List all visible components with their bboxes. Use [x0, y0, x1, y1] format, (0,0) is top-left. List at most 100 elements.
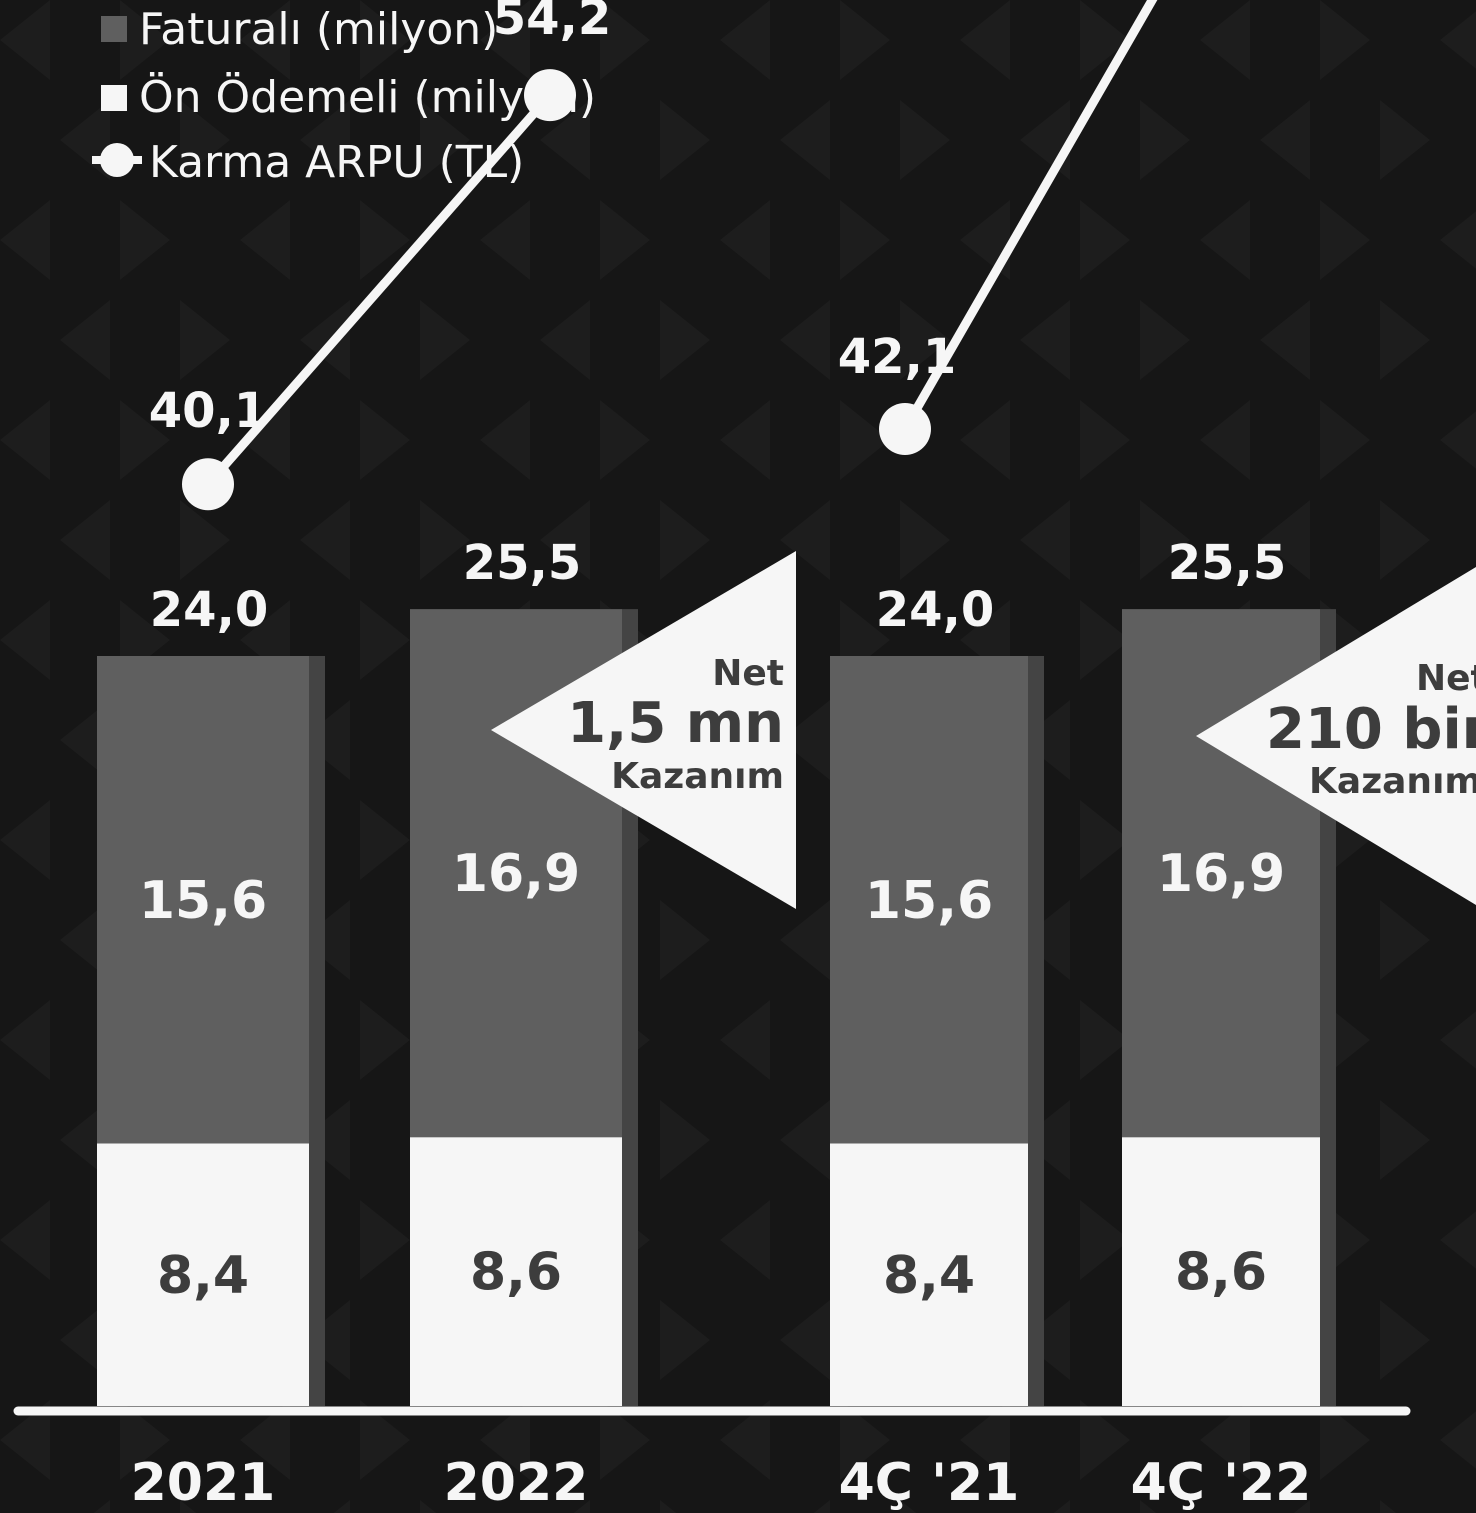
background-chevron: [120, 0, 170, 80]
background-chevron: [540, 500, 590, 580]
background-chevron: [240, 400, 290, 480]
bar-total-label: 24,0: [876, 582, 994, 638]
prepaid-value-label: 8,6: [470, 1243, 562, 1303]
background-chevron: [900, 300, 950, 380]
background-chevron: [780, 500, 830, 580]
background-chevron: [360, 1000, 410, 1080]
background-chevron: [240, 0, 290, 80]
background-chevron: [180, 100, 230, 180]
background-chevron: [1380, 500, 1430, 580]
background-chevron: [660, 500, 710, 580]
legend-arpu-marker: [100, 143, 134, 177]
background-chevron: [720, 1200, 770, 1280]
background-chevron: [1440, 1211, 1476, 1269]
background-chevron: [360, 800, 410, 880]
callout-quarter-bottom: Kazanım: [1309, 761, 1476, 802]
arpu-line: 40,154,242,164,3: [149, 0, 1158, 511]
background-chevron: [1140, 300, 1190, 380]
legend-prepaid-label: Ön Ödemeli (milyon): [139, 71, 596, 123]
legend-prepaid-swatch: [101, 85, 127, 111]
background-chevron: [720, 1000, 770, 1080]
callout-annual-top: Net: [712, 653, 784, 694]
background-chevron: [1020, 1300, 1070, 1380]
background-chevron: [1140, 100, 1190, 180]
background-chevron: [60, 300, 110, 380]
bar-prepaid: [1122, 1137, 1320, 1406]
background-chevron: [960, 1400, 1010, 1480]
background-chevron: [240, 200, 290, 280]
background-chevron: [1140, 500, 1190, 580]
background-chevron: [1320, 1400, 1370, 1480]
background-chevron: [120, 400, 170, 480]
background-chevron: [1020, 1100, 1070, 1180]
arpu-line-segment: [901, 0, 1158, 432]
background-chevron: [180, 500, 230, 580]
background-chevron: [1080, 1200, 1130, 1280]
background-chevron: [360, 400, 410, 480]
background-chevron: [540, 300, 590, 380]
background-chevron: [1080, 1000, 1130, 1080]
arpu-line-segment: [204, 92, 554, 488]
background-chevron: [1020, 300, 1070, 380]
callout-quarter-value: 210 bin: [1266, 697, 1476, 762]
callout-quarter-top: Net: [1416, 658, 1476, 699]
background-chevron: [660, 100, 710, 180]
x-tick-label: 4Ç '21: [839, 1453, 1020, 1513]
background-chevron: [600, 400, 650, 480]
background-chevron: [660, 1300, 710, 1380]
background-chevron: [300, 300, 350, 380]
arpu-point: [182, 458, 234, 511]
background-chevron: [0, 0, 50, 80]
background-chevron: [900, 100, 950, 180]
background-chevron: [1380, 900, 1430, 980]
arpu-point: [879, 403, 931, 456]
background-chevron: [420, 300, 470, 380]
background-chevron: [1200, 0, 1250, 80]
bars: 8,4 15,6 24,0 8,6 16,9 25,5 8,4 15,6 24,0 8,6 16,9…: [97, 535, 1336, 1406]
background-chevron: [1380, 300, 1430, 380]
background-chevron: [1080, 600, 1130, 680]
background-chevron: [1053, 1500, 1070, 1513]
background-chevron: [1380, 1100, 1430, 1180]
arpu-value-label: 54,2: [493, 0, 611, 46]
background-chevron: [780, 100, 830, 180]
legend-postpaid-label: Faturalı (milyon): [139, 4, 498, 55]
bar-postpaid: [830, 656, 1028, 1144]
background-chevron: [1380, 1500, 1397, 1513]
bar-prepaid: [97, 1143, 309, 1406]
background-chevron: [1293, 1500, 1310, 1513]
background-chevron: [660, 900, 710, 980]
background-chevron: [573, 1500, 590, 1513]
x-tick-label: 2021: [131, 1453, 276, 1513]
background-chevron: [1200, 1400, 1250, 1480]
x-tick-label: 4Ç '22: [1131, 1453, 1312, 1513]
background-chevron: [600, 200, 650, 280]
background-chevron: [840, 0, 890, 80]
background-chevron: [360, 1200, 410, 1280]
callout-arrow-quarter: [1196, 567, 1476, 905]
background-chevron: [600, 1400, 650, 1480]
background-chevron: [240, 1400, 290, 1480]
background-chevron: [600, 0, 650, 80]
background-chevron: [360, 1400, 410, 1480]
background-chevron: [1020, 700, 1070, 780]
background-chevron: [840, 1400, 890, 1480]
background-chevron: [420, 500, 470, 580]
background-chevron: [1020, 900, 1070, 980]
bar-total-label: 25,5: [1168, 535, 1286, 591]
background-chevron: [960, 0, 1010, 80]
background-chevron: [1380, 100, 1430, 180]
bar-prepaid: [830, 1143, 1028, 1406]
background-chevron: [300, 500, 350, 580]
legend-postpaid-swatch: [101, 16, 127, 42]
postpaid-value-label: 15,6: [139, 871, 267, 931]
bar-group: 8,4 15,6 24,0: [97, 582, 325, 1406]
background-chevron: [180, 300, 230, 380]
callout-arrow-annual: [491, 551, 796, 909]
background-chevron: [780, 1100, 830, 1180]
bar-postpaid: [97, 656, 309, 1144]
prepaid-value-label: 8,4: [883, 1246, 975, 1306]
background-chevron: [420, 1500, 437, 1513]
background-chevron: [1260, 100, 1310, 180]
background-chevron: [120, 200, 170, 280]
